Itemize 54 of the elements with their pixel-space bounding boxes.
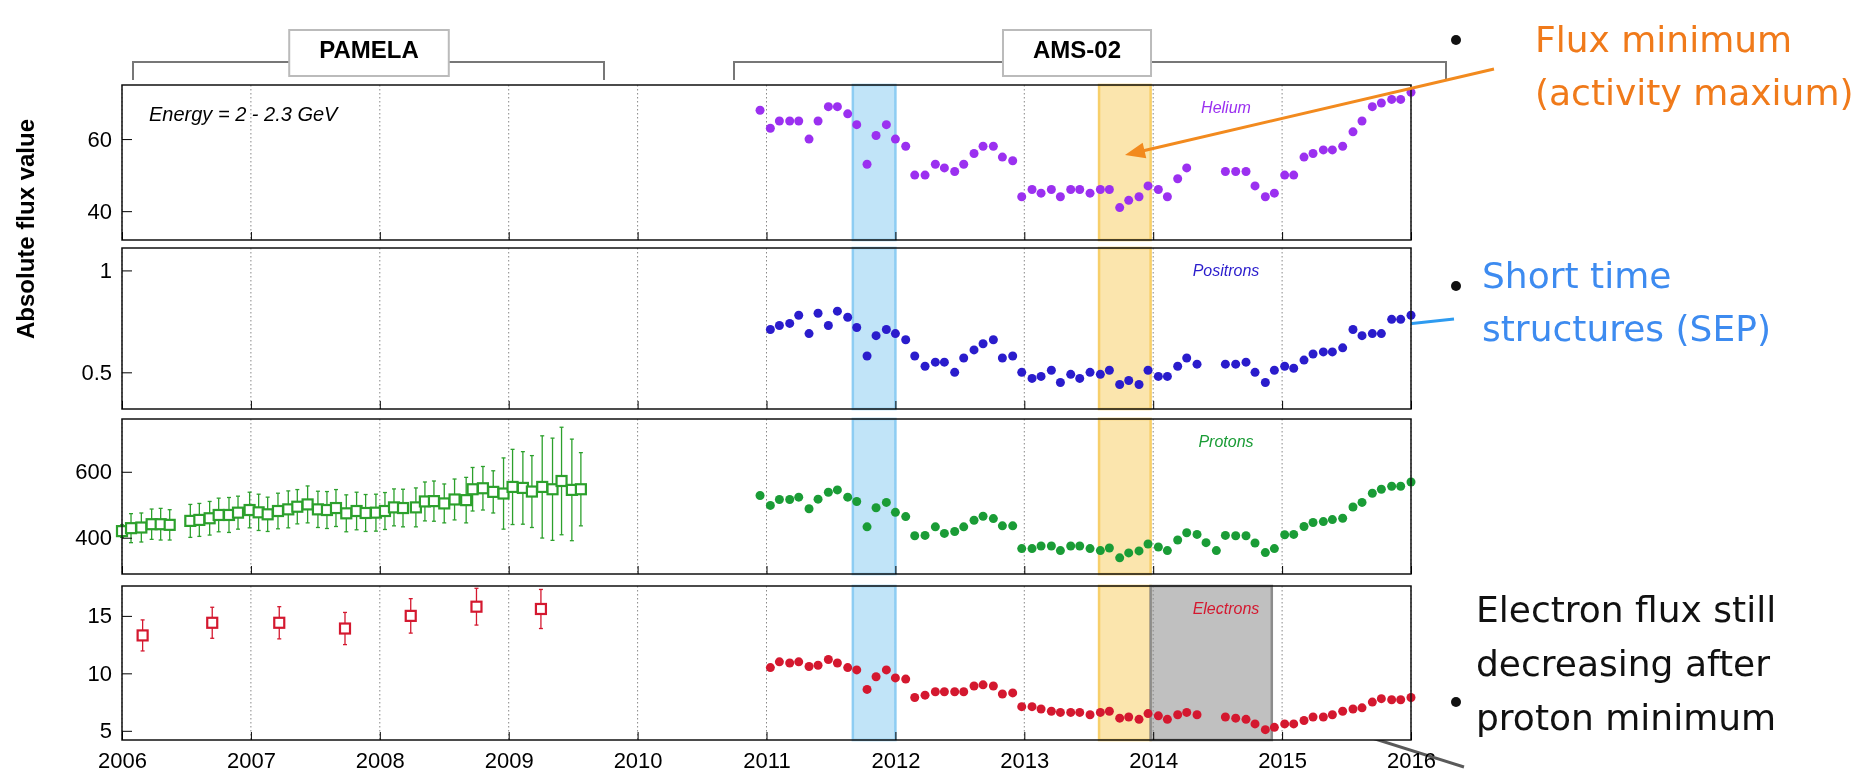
text: Electron flux still decreasing after proton minimum (1476, 589, 1777, 738)
point (574, 483, 587, 496)
point (301, 498, 314, 511)
point (329, 501, 343, 515)
y-tick-label: 40 (87, 198, 112, 224)
y-axis-title: Absolute flux value (12, 118, 39, 340)
point (193, 513, 206, 527)
point (273, 616, 286, 629)
x-tick-label: 2007 (226, 747, 276, 773)
x-tick-label: 2008 (355, 747, 405, 773)
y-tick-label: 0.5 (81, 359, 112, 385)
point (206, 616, 219, 629)
point (163, 518, 176, 531)
text: Positrons (1192, 262, 1260, 279)
y-tick-label: 400 (75, 525, 112, 551)
x-tick-label: 2015 (1258, 747, 1308, 773)
point (291, 500, 304, 513)
text: Helium (1201, 99, 1251, 116)
x-tick-label: 2012 (871, 747, 921, 773)
point (525, 485, 538, 498)
point (135, 521, 148, 534)
annotation: Energy = 2 - 2.3 GeV (149, 103, 340, 125)
point (534, 602, 548, 616)
point (460, 494, 473, 507)
point (470, 600, 483, 613)
y-tick-label: 60 (87, 126, 112, 152)
y-tick-label: 1 (99, 257, 112, 283)
point (506, 480, 519, 494)
point (546, 483, 559, 496)
point (438, 497, 451, 510)
point (338, 622, 352, 635)
point (396, 501, 410, 515)
point (555, 474, 568, 488)
x-tick-label: 2010 (613, 747, 663, 773)
text: Protons (1198, 433, 1254, 450)
y-tick-label: 10 (87, 660, 112, 686)
text: Flux minimum (activity maxium) (1535, 19, 1854, 113)
point (136, 629, 149, 642)
x-tick-label: 2011 (743, 747, 791, 773)
y-tick-label: 5 (99, 718, 112, 744)
point (404, 609, 417, 622)
text: AMS-02 (1032, 36, 1122, 63)
point (448, 493, 461, 506)
text: Electrons (1192, 600, 1260, 617)
y-tick-label: 15 (87, 603, 112, 629)
x-tick-label: 2006 (98, 747, 147, 773)
text: PAMELA (319, 36, 419, 63)
y-tick-label: 600 (75, 459, 112, 485)
text: Short time structures (SEP) (1482, 255, 1771, 349)
x-tick-label: 2014 (1129, 747, 1179, 773)
x-tick-label: 2013 (1000, 747, 1050, 773)
x-tick-label: 2009 (484, 747, 534, 773)
point (231, 506, 245, 519)
x-tick-label: 2016 (1387, 747, 1436, 773)
